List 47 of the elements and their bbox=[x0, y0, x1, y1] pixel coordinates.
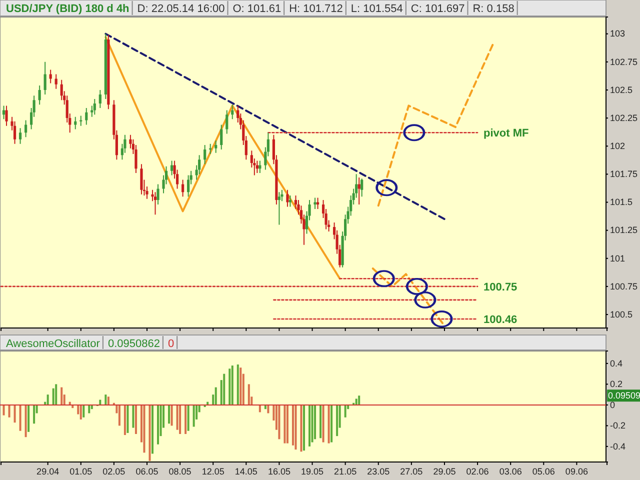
y-tick-label: 102.5 bbox=[610, 84, 633, 95]
x-tick-label: 06.05 bbox=[136, 466, 158, 476]
series-label: pivot MF bbox=[484, 128, 530, 140]
x-tick-label: 02.05 bbox=[102, 466, 126, 476]
text: L: 101.554 bbox=[350, 3, 403, 15]
y-tick-label: 101.75 bbox=[610, 169, 638, 180]
y-tick-label: 101 bbox=[610, 253, 626, 264]
x-tick-label: 16.05 bbox=[268, 466, 290, 476]
x-tick-label: 29.05 bbox=[433, 466, 456, 476]
x-tick-label: 01.05 bbox=[70, 466, 92, 476]
chart-title: AwesomeOscillator bbox=[6, 338, 100, 350]
x-tick-label: 21.05 bbox=[334, 466, 357, 476]
text: D: 22.05.14 16:00 bbox=[137, 3, 225, 15]
y-tick-label: 100.75 bbox=[610, 281, 638, 292]
y-tick-label: 103 bbox=[610, 28, 626, 39]
y-tick-label: 0.2 bbox=[610, 379, 623, 390]
x-tick-label: 12.05 bbox=[202, 466, 224, 476]
text: H: 101.712 bbox=[289, 3, 343, 15]
text: 0 bbox=[168, 338, 174, 350]
series-label: 100.75 bbox=[484, 281, 518, 294]
y-tick-label: 101.5 bbox=[610, 197, 633, 208]
x-tick-label: 05.06 bbox=[532, 466, 555, 476]
series-label: 100.46 bbox=[484, 314, 518, 326]
x-tick-label: 27.05 bbox=[400, 466, 423, 476]
y-tick-label: 102 bbox=[610, 140, 626, 151]
y-tick-label: 102.75 bbox=[610, 56, 638, 67]
x-tick-label: 23.05 bbox=[367, 466, 390, 476]
y-tick-label: 101.25 bbox=[610, 225, 638, 236]
y-tick-label: 102.25 bbox=[610, 112, 638, 123]
y-tick-label: 100.5 bbox=[610, 309, 633, 320]
annotation: 0.09509 bbox=[608, 390, 640, 401]
y-tick-label: -0.2 bbox=[610, 420, 626, 431]
chart-title: USD/JPY (BID) 180 d 4h bbox=[6, 3, 130, 15]
y-tick-label: 0 bbox=[610, 400, 616, 410]
x-tick-label: 19.05 bbox=[301, 466, 324, 476]
x-tick-label: 09.06 bbox=[565, 466, 588, 476]
text: O: 101.61 bbox=[232, 3, 282, 15]
x-tick-label: 29.04 bbox=[36, 466, 60, 476]
text: C: 101.697 bbox=[410, 3, 465, 15]
y-tick-label: 0.4 bbox=[610, 358, 623, 368]
x-tick-label: 14.05 bbox=[234, 466, 258, 476]
text: R: 0.158 bbox=[472, 3, 514, 15]
x-tick-label: 02.06 bbox=[466, 466, 489, 476]
x-tick-label: 03.06 bbox=[499, 466, 522, 476]
y-tick-label: -0.4 bbox=[610, 441, 626, 452]
x-tick-label: 08.05 bbox=[168, 466, 192, 476]
text: 0.0950862 bbox=[108, 338, 160, 350]
